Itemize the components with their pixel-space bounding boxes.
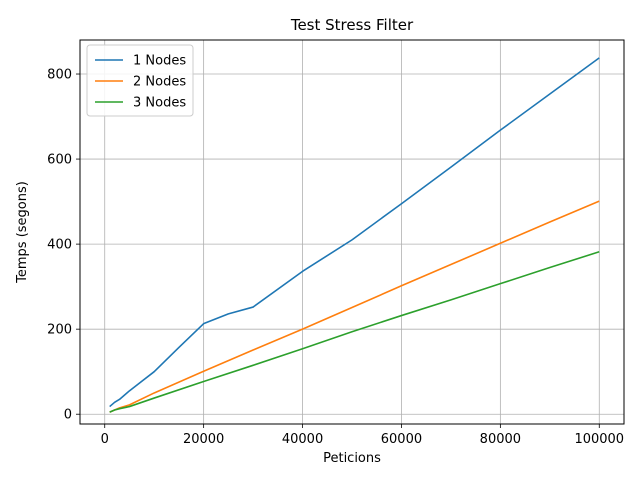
y-tick-label: 0 [64, 408, 72, 423]
y-tick-label: 200 [47, 323, 72, 338]
x-tick-label: 80000 [480, 432, 521, 447]
x-tick-label: 100000 [574, 432, 624, 447]
axis-ticks: 0 20000 40000 60000 80000 100000 0 200 400 600 800 [47, 68, 624, 447]
legend: 1 Nodes 2 Nodes 3 Nodes [86, 44, 194, 117]
x-tick-label: 40000 [282, 432, 323, 447]
y-tick-label: 400 [47, 238, 72, 253]
legend-label: 3 Nodes [133, 96, 186, 111]
x-tick-label: 60000 [381, 432, 422, 447]
series-line-1 [109, 57, 600, 408]
x-tick-label: 20000 [183, 432, 224, 447]
legend-label: 1 Nodes [133, 54, 186, 69]
y-tick-label: 600 [47, 153, 72, 168]
series-line-2 [109, 200, 600, 413]
chart-title: Test Stress Filter [290, 16, 414, 34]
series-line-3 [109, 251, 600, 413]
series-lines [109, 57, 600, 413]
grid [80, 40, 624, 424]
legend-box [86, 44, 194, 117]
y-axis-label: Temps (segons) [15, 181, 30, 284]
x-tick-label: 0 [101, 432, 109, 447]
plot-area [79, 39, 625, 425]
legend-label: 2 Nodes [133, 75, 186, 90]
y-tick-label: 800 [47, 68, 72, 83]
x-axis-label: Peticions [323, 451, 381, 466]
